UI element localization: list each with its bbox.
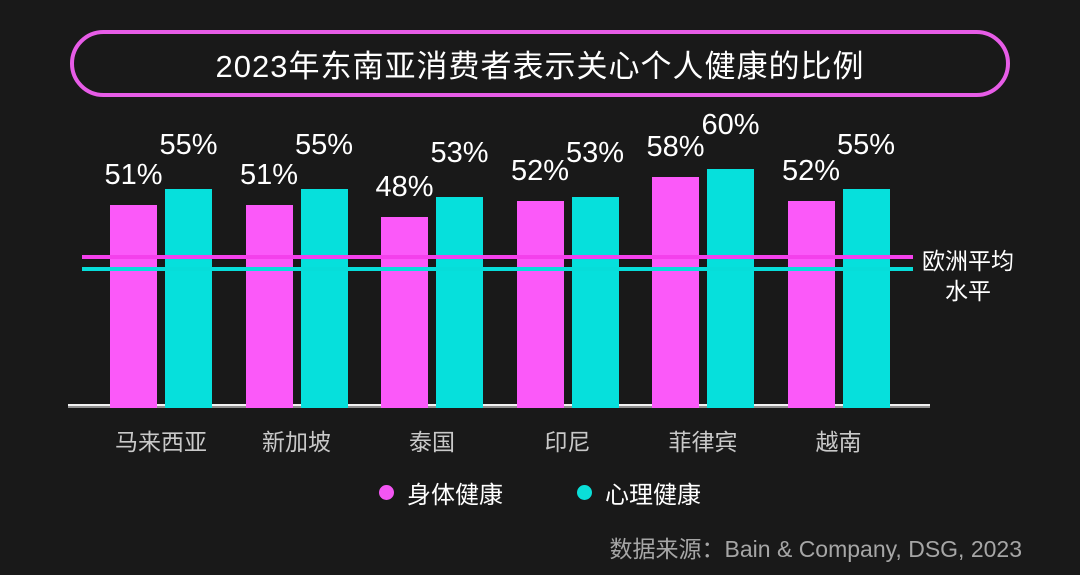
bar-心理健康-马来西亚: [165, 189, 212, 408]
reference-line-心理健康: [82, 267, 913, 271]
source-text: 数据来源：Bain & Company, DSG, 2023: [609, 536, 1022, 562]
legend-dot-icon: [577, 485, 592, 500]
bar-身体健康-菲律宾: [652, 177, 699, 408]
legend-dot-icon: [379, 485, 394, 500]
value-label-身体健康-菲律宾: 58%: [646, 131, 705, 163]
value-label-身体健康-印尼: 52%: [510, 155, 570, 187]
bar-心理健康-菲律宾: [707, 169, 754, 408]
bar-身体健康-马来西亚: [110, 205, 157, 408]
title-box: 2023年东南亚消费者表示关心个人健康的比例: [70, 30, 1010, 97]
category-label-印尼: 印尼: [544, 429, 591, 455]
value-label-心理健康-越南: 55%: [836, 129, 896, 161]
value-label-身体健康-泰国: 48%: [375, 171, 434, 203]
category-label-新加坡: 新加坡: [262, 429, 331, 455]
category-label-菲律宾: 菲律宾: [668, 429, 738, 455]
category-label-越南: 越南: [815, 429, 862, 455]
value-label-心理健康-菲律宾: 60%: [701, 109, 760, 141]
reference-line-label-line1: 欧洲平均: [922, 248, 1014, 274]
bar-身体健康-新加坡: [245, 205, 293, 408]
bar-心理健康-越南: [842, 189, 890, 408]
bar-身体健康-泰国: [381, 217, 428, 408]
x-axis-line: [68, 404, 930, 408]
category-label-泰国: 泰国: [409, 429, 455, 455]
legend-item-心理健康: 心理健康: [577, 475, 701, 510]
value-label-心理健康-泰国: 53%: [430, 137, 489, 169]
legend-item-身体健康: 身体健康: [379, 475, 503, 510]
reference-line-身体健康: [82, 255, 913, 259]
value-label-身体健康-越南: 52%: [781, 155, 841, 187]
reference-line-label: 欧洲平均 水平: [916, 246, 1020, 306]
bar-身体健康-越南: [787, 201, 835, 408]
chart-title: 2023年东南亚消费者表示关心个人健康的比例: [215, 49, 865, 84]
bar-身体健康-印尼: [516, 201, 564, 408]
legend-label: 心理健康: [605, 482, 701, 509]
value-label-心理健康-新加坡: 55%: [294, 129, 354, 161]
bar-心理健康-泰国: [436, 197, 483, 408]
bar-心理健康-新加坡: [300, 189, 348, 408]
legend-label: 身体健康: [407, 482, 503, 509]
value-label-身体健康-马来西亚: 51%: [104, 159, 163, 191]
bar-心理健康-印尼: [571, 197, 619, 408]
legend: 身体健康 心理健康: [0, 475, 1080, 510]
reference-line-label-line2: 水平: [945, 278, 991, 304]
value-label-心理健康-印尼: 53%: [565, 137, 625, 169]
value-label-心理健康-马来西亚: 55%: [159, 129, 218, 161]
value-label-身体健康-新加坡: 51%: [239, 159, 299, 191]
category-label-马来西亚: 马来西亚: [115, 429, 207, 455]
